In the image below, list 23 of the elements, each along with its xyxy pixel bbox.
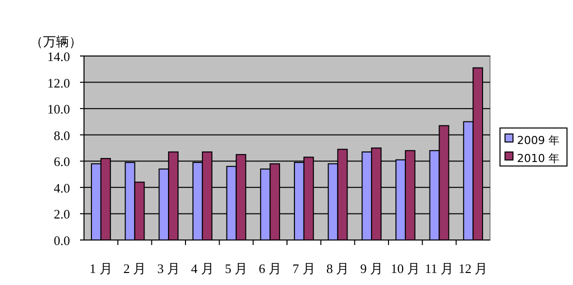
x-tick-label: 2 月 (123, 261, 146, 276)
x-tick-label: 1 月 (90, 261, 112, 276)
x-tick-label: 12 月 (458, 261, 488, 276)
y-tick-label: 14.0 (47, 49, 70, 64)
legend-label: 2010 年 (517, 152, 560, 165)
y-tick-label: 4.0 (54, 180, 70, 196)
x-tick-label: 4 月 (191, 261, 214, 276)
x-tick-label: 11 月 (424, 261, 454, 276)
y-tick-label: 2.0 (54, 206, 70, 222)
y-tick-label: 12.0 (47, 75, 70, 90)
x-tick-label: 10 月 (390, 261, 420, 276)
y-axis-title: （万辆） (30, 34, 82, 49)
x-tick-label: 3 月 (157, 261, 180, 276)
legend-label: 2009 年 (517, 134, 560, 147)
y-tick-label: 10.0 (47, 102, 70, 117)
y-tick-label: 6.0 (54, 154, 70, 170)
x-tick-label: 7 月 (292, 261, 316, 276)
x-tick-label: 5 月 (224, 261, 248, 276)
x-tick-label: 6 月 (258, 261, 282, 276)
x-tick-label: 9 月 (360, 261, 383, 276)
y-tick-label: 8.0 (54, 128, 70, 143)
x-tick-label: 8 月 (326, 261, 350, 276)
y-tick-label: 0.0 (54, 233, 70, 248)
